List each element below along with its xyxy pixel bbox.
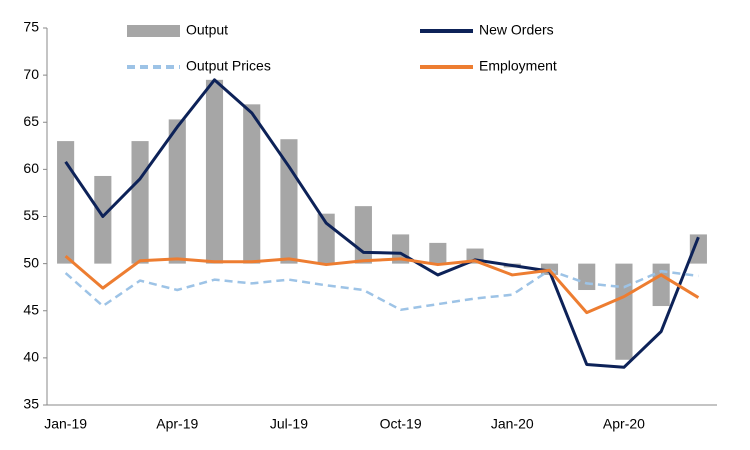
bar	[354, 206, 372, 264]
x-tick-label: Jan-20	[491, 416, 534, 432]
line-series	[64, 254, 700, 315]
bar	[57, 141, 75, 264]
x-tick-label: Oct-19	[380, 416, 422, 432]
bar	[578, 263, 596, 291]
legend-label: Output	[186, 22, 228, 38]
bar	[652, 263, 670, 307]
bar	[280, 139, 298, 264]
legend-label: New Orders	[479, 22, 554, 38]
y-tick-label: 45	[23, 301, 39, 317]
y-tick-label: 40	[23, 349, 39, 365]
bar	[429, 242, 447, 264]
bar	[131, 141, 149, 264]
bar	[689, 234, 707, 264]
x-tick-label: Apr-19	[156, 416, 198, 432]
line-series	[64, 78, 700, 369]
y-tick-label: 65	[23, 113, 39, 129]
bar	[615, 263, 633, 360]
y-tick-label: 70	[23, 66, 39, 82]
y-tick-label: 75	[23, 19, 39, 35]
x-tick-label: Apr-20	[603, 416, 645, 432]
legend-label: Output Prices	[186, 58, 271, 74]
line-series	[64, 268, 699, 312]
bar	[243, 104, 261, 264]
y-tick-label: 55	[23, 207, 39, 223]
legend-label: Employment	[479, 58, 557, 74]
bar	[94, 175, 112, 264]
x-tick-label: Jan-19	[44, 416, 87, 432]
legend-swatch	[127, 25, 180, 37]
y-tick-label: 35	[23, 396, 39, 412]
bar	[205, 79, 224, 264]
bar	[168, 119, 186, 264]
y-tick-label: 60	[23, 160, 39, 176]
y-tick-label: 50	[23, 254, 39, 270]
x-tick-label: Jul-19	[270, 416, 308, 432]
